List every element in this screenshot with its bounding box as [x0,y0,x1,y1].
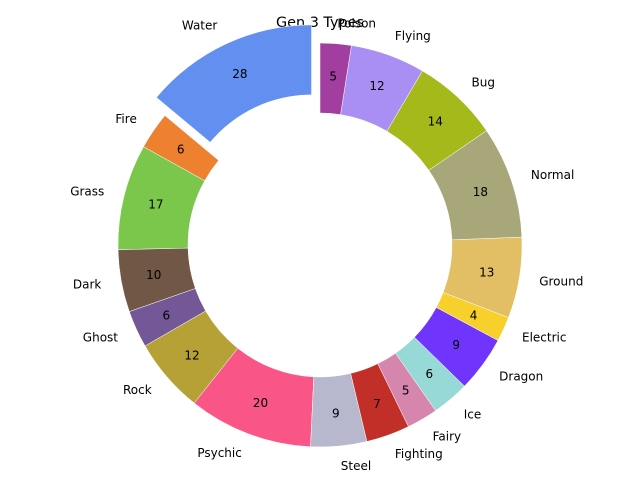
value-label-water: 28 [232,67,247,81]
category-label-poison: Poison [337,16,376,30]
value-label-normal: 18 [473,185,488,199]
category-label-dragon: Dragon [499,369,543,383]
value-label-dark: 10 [146,268,161,282]
value-label-poison: 5 [329,70,337,84]
value-label-bug: 14 [428,114,443,128]
value-label-fighting: 7 [373,397,381,411]
value-label-dragon: 9 [452,338,460,352]
category-label-flying: Flying [395,29,431,43]
slice-water [156,24,312,143]
category-label-dark: Dark [73,278,102,292]
category-label-fighting: Fighting [395,447,443,461]
value-label-ice: 6 [425,367,433,381]
category-label-rock: Rock [123,383,152,397]
slices-group [117,24,523,448]
category-label-psychic: Psychic [197,446,242,460]
value-label-steel: 9 [332,406,340,420]
category-label-bug: Bug [471,75,494,89]
category-label-steel: Steel [341,459,371,473]
category-label-normal: Normal [531,168,574,182]
value-label-grass: 17 [148,197,163,211]
value-label-ghost: 6 [163,308,171,322]
category-label-water: Water [182,19,218,33]
value-label-fire: 6 [177,142,185,156]
labels-group: 28 Water 6 Fire 17 Grass 10 Dark 6 Ghost 12 Rock 20 P… [70,16,583,473]
category-label-ghost: Ghost [83,331,118,345]
category-label-fire: Fire [115,112,136,126]
category-label-ground: Ground [539,274,583,288]
value-label-flying: 12 [369,79,384,93]
value-label-electric: 4 [470,308,478,322]
slice-poison [319,42,352,115]
value-label-rock: 12 [184,348,199,362]
category-label-grass: Grass [70,185,104,199]
category-label-electric: Electric [522,331,566,345]
value-label-fairy: 5 [402,384,410,398]
category-label-fairy: Fairy [433,430,462,444]
category-label-ice: Ice [464,407,482,421]
value-label-ground: 13 [479,266,494,280]
value-label-psychic: 20 [253,396,268,410]
